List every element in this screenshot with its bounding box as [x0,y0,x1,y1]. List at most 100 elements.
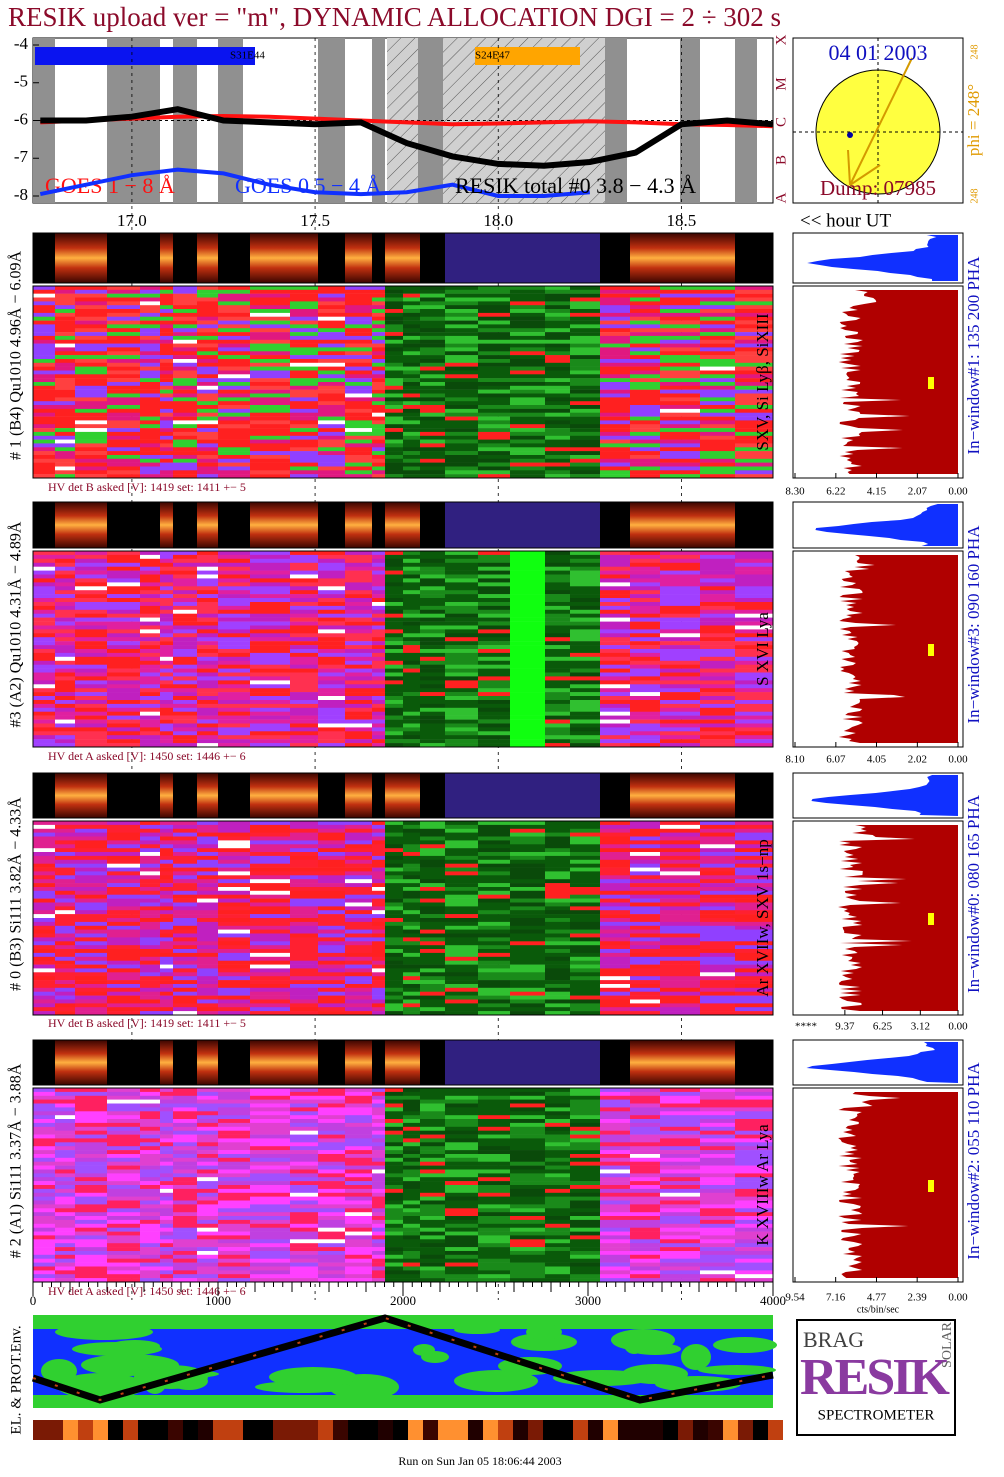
heatmap-cell [197,458,218,463]
heatmap-cell [545,855,570,861]
heatmap-cell [55,945,75,950]
heatmap-cell [735,844,773,849]
heatmap-cell [160,1188,173,1194]
heatmap-cell [250,374,290,379]
heatmap-cell [660,613,700,618]
heatmap-cell [107,405,140,410]
heatmap-cell [140,1223,160,1228]
heatmap-cell [660,562,700,567]
heatmap-cell [250,562,290,567]
heatmap-cell [660,731,700,736]
heatmap-cell [33,347,55,352]
heatmap-cell [660,859,700,864]
heatmap-cell [160,723,173,728]
heatmap-cell [545,956,570,961]
heatmap-cell [160,424,173,429]
heatmap-cell [600,956,630,961]
heatmap-cell [600,578,630,583]
heatmap-cell [700,824,735,830]
heatmap-cell [660,902,700,907]
heatmap-cell [630,439,660,444]
heatmap-cell [403,609,420,614]
heatmap-cell [510,458,545,463]
heatmap-cell [290,1003,318,1008]
heatmap-cell [630,451,660,456]
heatmap-cell [545,883,570,888]
heatmap-cell [55,925,75,930]
heatmap-cell [372,824,385,830]
heatmap-cell [385,680,403,685]
heatmap-cell [478,343,510,348]
heatmap-cell [160,933,173,938]
heatmap-cell [160,844,173,849]
heatmap-cell [173,554,197,560]
heatmap-cell [700,715,735,720]
heatmap-cell [735,929,773,934]
heatmap-cell [197,703,218,709]
heatmap-cell [420,964,445,969]
heatmap-cell [140,405,160,410]
heatmap-cell [403,723,420,728]
heatmap-cell [510,887,545,892]
heatmap-cell [660,332,700,337]
heatmap-cell [735,598,773,603]
heatmap-cell [33,840,55,845]
heatmap-cell [420,309,445,314]
heatmap-cell [75,832,107,837]
heatmap-cell [173,1223,197,1228]
heatmap-cell [660,672,700,677]
heatmap-cell [107,1177,140,1182]
heatmap-cell [510,879,545,884]
heatmap-cell [250,637,290,642]
heatmap-cell [55,1254,75,1259]
heatmap-cell [660,582,700,587]
region-label: S24E47 [475,50,510,62]
heatmap-cell [197,941,218,946]
heatmap-cell [735,672,773,677]
heatmap-cell [173,1188,197,1194]
spectrogram-cell [55,502,75,548]
heatmap-cell [140,914,160,919]
heatmap-cell [33,875,55,880]
heatmap-cell [345,680,372,685]
spectrogram-cell [75,233,107,283]
heatmap-cell [570,598,600,603]
heatmap-cell [290,320,318,325]
heatmap-cell [420,566,445,571]
heatmap-cell [345,289,372,294]
heatmap-cell [140,416,160,421]
heatmap-cell [545,574,570,579]
heatmap-cell [445,455,478,460]
heatmap-cell [445,707,478,712]
heatmap-cell [445,312,478,317]
spectrogram-cell [140,773,160,818]
heatmap-cell [385,1126,403,1131]
heatmap-cell [55,382,75,387]
heatmap-cell [478,921,510,927]
heatmap-cell [140,558,160,563]
heatmap-cell [250,867,290,872]
heatmap-cell [218,1138,250,1143]
y-tick-label: -7 [14,147,29,166]
heatmap-cell [173,1003,197,1008]
heatmap-cell [160,1185,173,1190]
heatmap-cell [218,594,250,599]
heatmap-cell [318,1208,345,1213]
heatmap-cell [290,879,318,884]
heatmap-cell [545,980,570,985]
heatmap-cell [630,1003,660,1008]
heatmap-cell [218,312,250,317]
heatmap-cell [33,1235,55,1240]
heatmap-cell [75,652,107,658]
heatmap-cell [290,925,318,930]
heatmap-cell [420,898,445,903]
heatmap-cell [385,297,403,302]
spectrogram-cell [735,233,773,283]
heatmap-cell [160,832,173,837]
heatmap-cell [173,945,197,950]
heatmap-cell [218,590,250,595]
heatmap-cell [385,594,403,599]
heatmap-cell [545,707,570,712]
heatmap-cell [75,451,107,456]
heatmap-cell [700,887,735,892]
